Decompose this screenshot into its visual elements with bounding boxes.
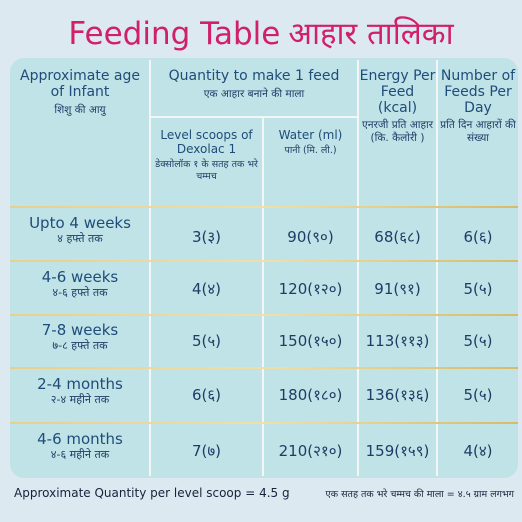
row-1-age-en: Upto 4 weeks [29, 214, 131, 232]
row-divider [10, 367, 518, 369]
row-3-water: 150(१५०) [278, 332, 343, 350]
header-feeds-hi: प्रति दिन आहारों की संख्या [440, 119, 516, 144]
row-3-age-en: 7-8 weeks [41, 321, 119, 339]
row-3-scoops: 5(५) [191, 332, 222, 350]
row-4-age-en: 2-4 months [37, 375, 123, 393]
divider-col-1 [149, 60, 151, 476]
row-1-feeds: 6(६) [463, 228, 493, 246]
row-1-age-hi: ४ हफ्ते तक [57, 232, 103, 245]
header-energy: Energy Per Feed (kcal) एनरजी प्रति आहार … [359, 68, 436, 145]
row-2-feeds: 5(५) [463, 280, 493, 298]
row-3-energy: 113(११३) [365, 332, 430, 350]
row-1-water: 90(९०) [287, 228, 334, 246]
row-5-water: 210(२१०) [278, 442, 343, 460]
row-divider [10, 314, 518, 316]
feeding-table: Approximate age of Infant शिशु की आयु Qu… [10, 58, 518, 478]
row-4-energy: 136(१३६) [365, 386, 430, 404]
header-age-hi: शिशु की आयु [54, 104, 106, 116]
row-2-age: 4-6 weeks ४-६ हफ्ते तक [12, 268, 148, 300]
header-age: Approximate age of Infant शिशु की आयु [12, 68, 148, 117]
header-scoops: Level scoops of Dexolac 1 डेक्सोलॉक १ के… [151, 128, 262, 183]
header-water: Water (ml) पानी (मि. ली.) [264, 128, 357, 157]
header-water-en: Water (ml) [278, 128, 343, 142]
row-divider [10, 206, 518, 208]
row-5-energy: 159(१५९) [365, 442, 430, 460]
row-4-scoops: 6(६) [191, 386, 222, 404]
header-feeds: Number of Feeds Per Day प्रति दिन आहारों… [438, 68, 518, 145]
row-4-water: 180(१८०) [278, 386, 343, 404]
row-5-scoops: 7(७) [191, 442, 222, 460]
row-5-age-hi: ४-६ महीने तक [50, 448, 110, 461]
row-1-scoops: 3(३) [191, 228, 222, 246]
header-scoops-hi: डेक्सोलॉक १ के सतह तक भरे चम्मच [155, 159, 258, 182]
row-2-age-hi: ४-६ हफ्ते तक [52, 286, 108, 299]
footer-note-en: Approximate Quantity per level scoop = 4… [14, 486, 290, 500]
row-4-age: 2-4 months २-४ महीने तक [12, 375, 148, 407]
row-2-scoops: 4(४) [191, 280, 222, 298]
row-4-age-hi: २-४ महीने तक [50, 393, 110, 406]
row-divider [10, 260, 518, 262]
header-feeds-en: Number of Feeds Per Day [440, 68, 516, 116]
divider-col-4 [436, 60, 438, 476]
row-divider [10, 422, 518, 424]
header-water-hi: पानी (मि. ली.) [284, 145, 337, 156]
row-1-energy: 68(६८) [374, 228, 421, 246]
header-quantity-en: Quantity to make 1 feed [168, 68, 340, 84]
divider-quantity-header [149, 116, 357, 118]
row-2-age-en: 4-6 weeks [41, 268, 119, 286]
row-5-feeds: 4(४) [463, 442, 493, 460]
divider-col-2 [262, 118, 264, 476]
title-hi: आहार तालिका [288, 16, 454, 52]
row-3-age: 7-8 weeks ७-८ हफ्ते तक [12, 321, 148, 353]
footer-note-hi: एक सतह तक भरे चम्मच की माला = ४.५ ग्राम … [325, 489, 514, 500]
divider-col-3 [357, 60, 359, 476]
row-3-feeds: 5(५) [463, 332, 493, 350]
row-2-water: 120(१२०) [278, 280, 343, 298]
header-quantity-hi: एक आहार बनाने की माला [203, 88, 305, 100]
header-age-en: Approximate age of Infant [20, 68, 140, 100]
header-energy-en: Energy Per Feed (kcal) [359, 68, 436, 116]
row-4-feeds: 5(५) [463, 386, 493, 404]
title-en: Feeding Table [68, 16, 281, 52]
page-title: Feeding Table आहार तालिका [0, 14, 522, 54]
header-energy-hi: एनरजी प्रति आहार (कि. कैलोरी ) [361, 119, 434, 144]
row-3-age-hi: ७-८ हफ्ते तक [52, 339, 108, 352]
header-scoops-en: Level scoops of Dexolac 1 [160, 128, 253, 156]
row-5-age-en: 4-6 months [37, 430, 123, 448]
header-quantity: Quantity to make 1 feed एक आहार बनाने की… [151, 68, 357, 101]
row-2-energy: 91(९१) [374, 280, 421, 298]
row-5-age: 4-6 months ४-६ महीने तक [12, 430, 148, 462]
footer-note: Approximate Quantity per level scoop = 4… [14, 484, 514, 504]
row-1-age: Upto 4 weeks ४ हफ्ते तक [12, 214, 148, 246]
